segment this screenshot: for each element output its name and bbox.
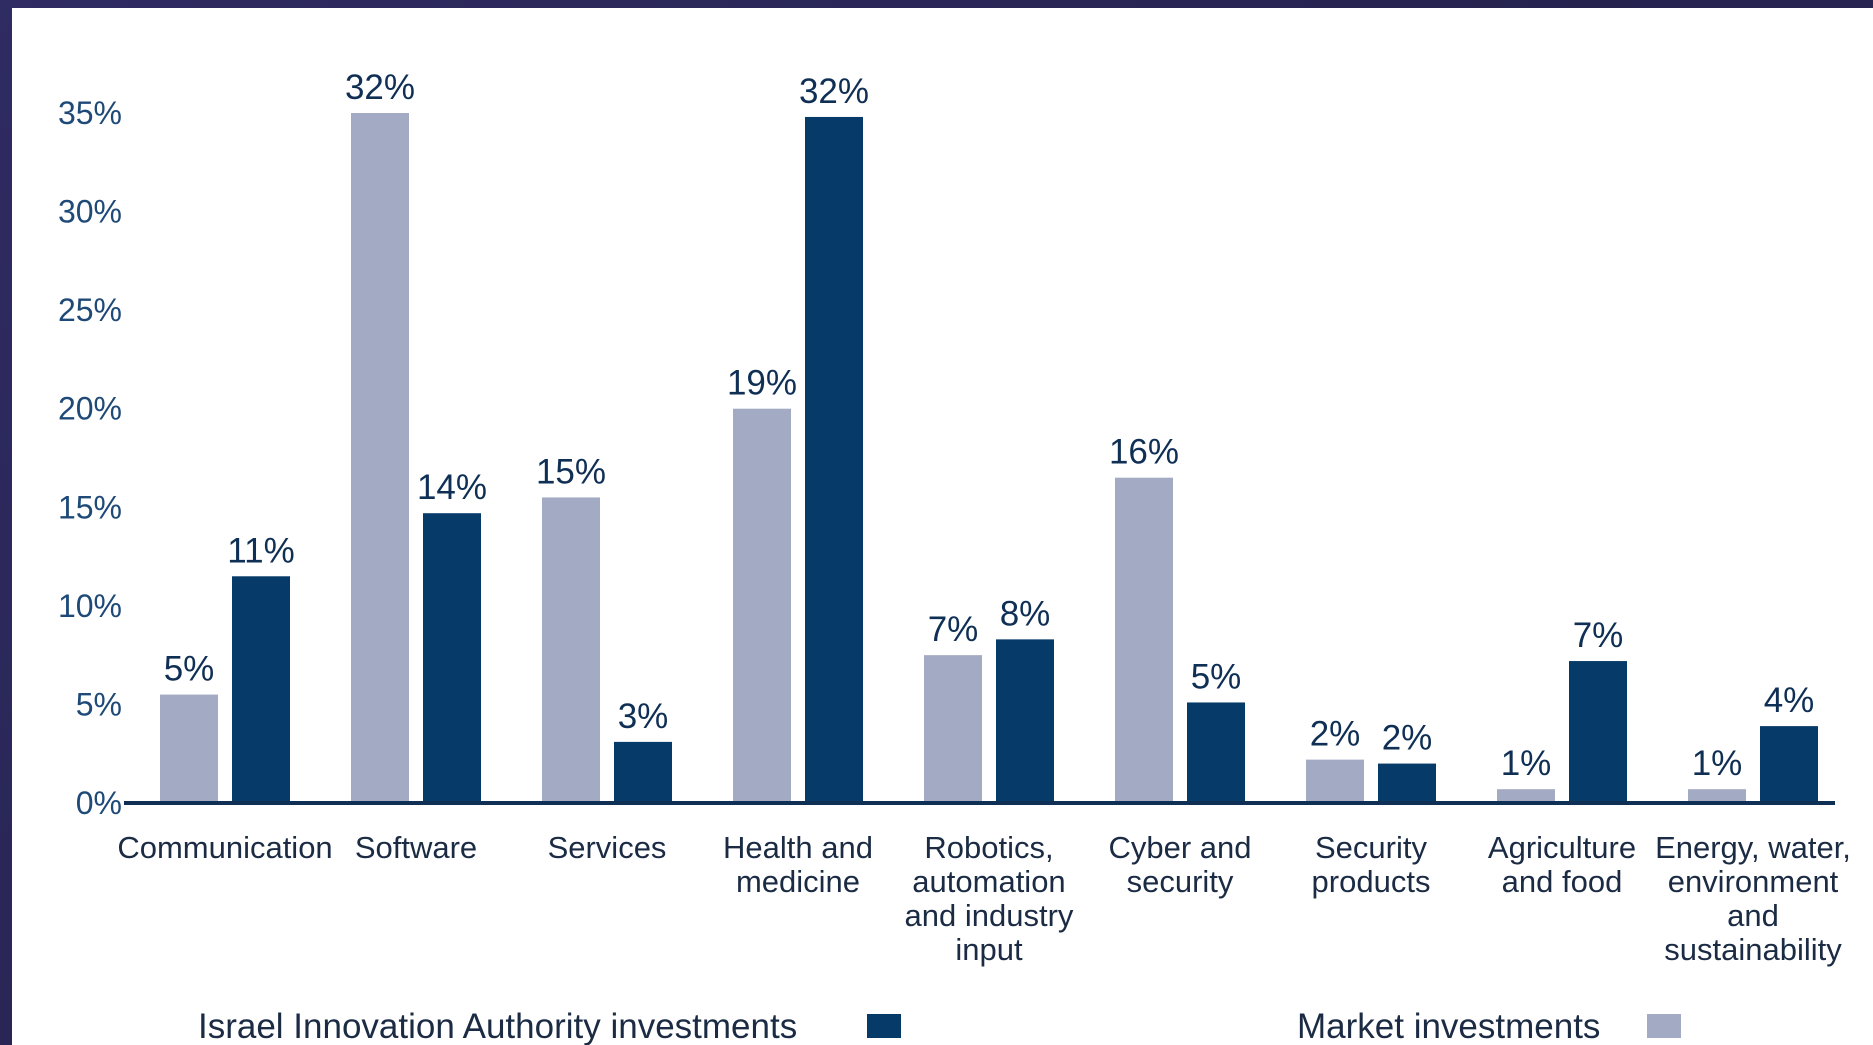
category-label: Services	[548, 830, 667, 865]
legend-iia-label: Israel Innovation Authority investments	[198, 1007, 797, 1045]
data-label-iia: 5%	[1191, 657, 1242, 696]
bar-market	[924, 655, 982, 803]
category-label: Cyber and security	[1108, 830, 1251, 899]
bar-market	[542, 497, 600, 803]
category-label-line: input	[955, 932, 1023, 967]
category-label: Communication	[117, 830, 332, 865]
category-label-line: Agriculture	[1488, 830, 1636, 865]
category-label-line: Energy, water,	[1655, 830, 1851, 865]
category-label-line: and food	[1502, 864, 1623, 899]
y-tick-label: 10%	[58, 588, 122, 624]
category-label: Software	[355, 830, 477, 865]
bar-market	[351, 113, 409, 803]
category-label-line: environment	[1668, 864, 1839, 899]
data-label-market: 2%	[1310, 715, 1361, 754]
bar-market	[733, 408, 791, 803]
category-label: Energy, water, environment and sustainabili…	[1655, 830, 1851, 967]
bar-iia	[614, 741, 672, 803]
data-label-iia: 14%	[417, 468, 487, 507]
data-label-market: 1%	[1501, 744, 1552, 783]
bar-market	[1497, 789, 1555, 803]
category-label: Security products	[1312, 830, 1431, 899]
bar-iia	[1760, 726, 1818, 803]
data-label-iia: 11%	[227, 531, 294, 570]
data-label-iia: 2%	[1382, 719, 1433, 758]
y-tick-label: 15%	[58, 489, 122, 525]
legend-market-swatch	[1647, 1014, 1681, 1038]
bar-market	[1306, 759, 1364, 803]
bar-market	[1688, 789, 1746, 803]
category-label: Robotics, automation and industry input	[905, 830, 1074, 967]
category-label-line: and	[1727, 898, 1779, 933]
category-label-line: Services	[548, 830, 667, 865]
y-tick-label: 20%	[58, 391, 122, 427]
y-tick-label: 0%	[76, 785, 122, 821]
category-label-line: Robotics,	[924, 830, 1053, 865]
category-label-line: Software	[355, 830, 477, 865]
data-labels: 5% 11% 32% 14% 15% 3% 19% 32% 7% 8% 16% 5% 2% 2% 1% 7% 1…	[164, 68, 1815, 783]
bar-iia	[1187, 702, 1245, 803]
category-label-line: Security	[1315, 830, 1427, 865]
category-label-line: medicine	[736, 864, 860, 899]
category-label-line: automation	[912, 864, 1065, 899]
category-label: Agriculture and food	[1488, 830, 1636, 899]
y-axis: 0% 5% 10% 15% 20% 25% 30% 35%	[58, 95, 122, 821]
category-label: Health and medicine	[723, 830, 873, 899]
data-label-market: 19%	[727, 364, 797, 403]
bar-iia	[423, 513, 481, 803]
data-label-iia: 32%	[799, 72, 869, 111]
y-tick-label: 30%	[58, 194, 122, 230]
data-label-iia: 7%	[1573, 616, 1624, 655]
y-tick-label: 25%	[58, 292, 122, 328]
bar-iia	[232, 576, 290, 803]
data-label-market: 16%	[1109, 433, 1179, 472]
y-tick-label: 35%	[58, 95, 122, 131]
data-label-iia: 3%	[618, 697, 669, 736]
category-label-line: security	[1127, 864, 1234, 899]
category-label-line: sustainability	[1664, 932, 1842, 967]
data-label-market: 1%	[1692, 744, 1743, 783]
legend: Israel Innovation Authority investments …	[198, 1007, 1681, 1045]
data-label-iia: 4%	[1764, 681, 1815, 720]
data-label-iia: 8%	[1000, 594, 1051, 633]
bar-iia	[805, 116, 863, 803]
bar-chart: 0% 5% 10% 15% 20% 25% 30% 35% 5% 11% 32% 14% 15% 3% 1…	[58, 68, 1851, 1045]
legend-iia-swatch	[867, 1014, 901, 1038]
bars	[160, 113, 1818, 803]
y-tick-label: 5%	[76, 686, 122, 722]
bar-iia	[996, 639, 1054, 803]
category-label-line: and industry	[905, 898, 1074, 933]
category-label-line: Communication	[117, 830, 332, 865]
bar-iia	[1569, 661, 1627, 803]
data-label-market: 7%	[928, 610, 979, 649]
category-label-line: Health and	[723, 830, 873, 865]
data-label-market: 32%	[345, 68, 415, 107]
category-label-line: products	[1312, 864, 1431, 899]
category-label-line: Cyber and	[1108, 830, 1251, 865]
category-labels: Communication Software Services Health and m…	[117, 830, 1851, 967]
bar-market	[160, 694, 218, 803]
data-label-market: 5%	[164, 650, 215, 689]
legend-market-label: Market investments	[1297, 1007, 1600, 1045]
bar-market	[1115, 477, 1173, 803]
chart-panel: 0% 5% 10% 15% 20% 25% 30% 35% 5% 11% 32% 14% 15% 3% 1…	[12, 8, 1873, 1045]
bar-iia	[1378, 763, 1436, 803]
data-label-market: 15%	[536, 452, 606, 491]
